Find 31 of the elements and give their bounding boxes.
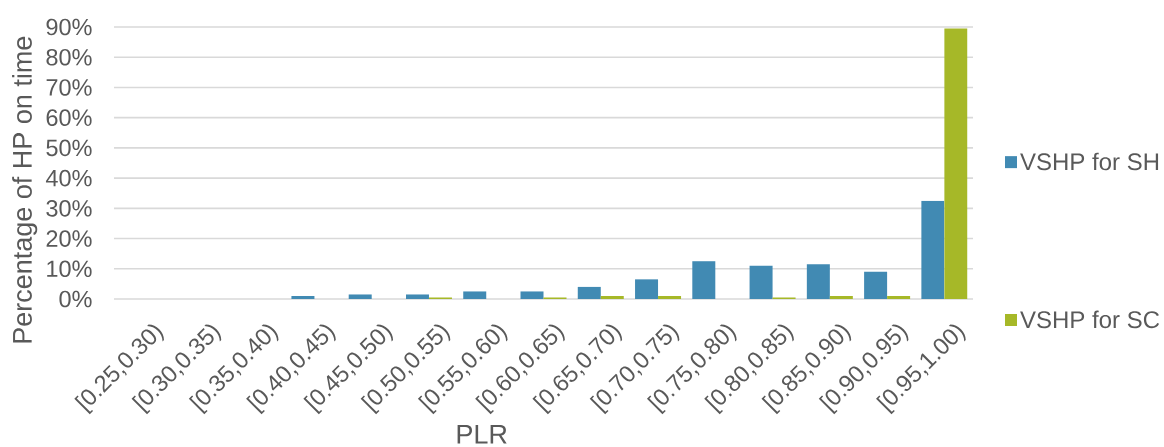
bar <box>887 295 911 299</box>
y-tick-label: 10% <box>47 260 92 278</box>
bar <box>405 294 429 299</box>
bar <box>864 271 888 299</box>
bar <box>806 264 830 299</box>
bar <box>921 200 945 299</box>
bar <box>944 28 968 299</box>
bar <box>463 291 487 299</box>
bar <box>749 265 773 299</box>
bar <box>635 279 659 299</box>
y-tick-label: 80% <box>46 48 92 66</box>
x-axis-title: PLR <box>457 424 507 444</box>
bar <box>291 295 315 299</box>
bar <box>520 291 544 299</box>
y-tick-label: 50% <box>46 139 92 157</box>
y-axis-title: Percentage of HP on time <box>12 36 38 343</box>
y-tick-label: 40% <box>45 169 92 187</box>
y-tick-label: 70% <box>46 79 92 96</box>
y-tick-label: 90% <box>46 18 92 36</box>
bar <box>577 286 601 299</box>
bar <box>692 261 716 299</box>
legend-label: VSHP for SH <box>1020 152 1159 171</box>
legend-label: VSHP for SC <box>1020 310 1160 329</box>
bar <box>658 295 682 299</box>
y-tick-label: 20% <box>46 230 92 247</box>
y-tick-label: 0% <box>59 290 92 308</box>
bar <box>348 294 372 299</box>
bar <box>600 295 624 299</box>
y-tick-label: 30% <box>46 200 92 217</box>
bar <box>829 295 853 299</box>
y-tick-label: 60% <box>46 109 92 126</box>
